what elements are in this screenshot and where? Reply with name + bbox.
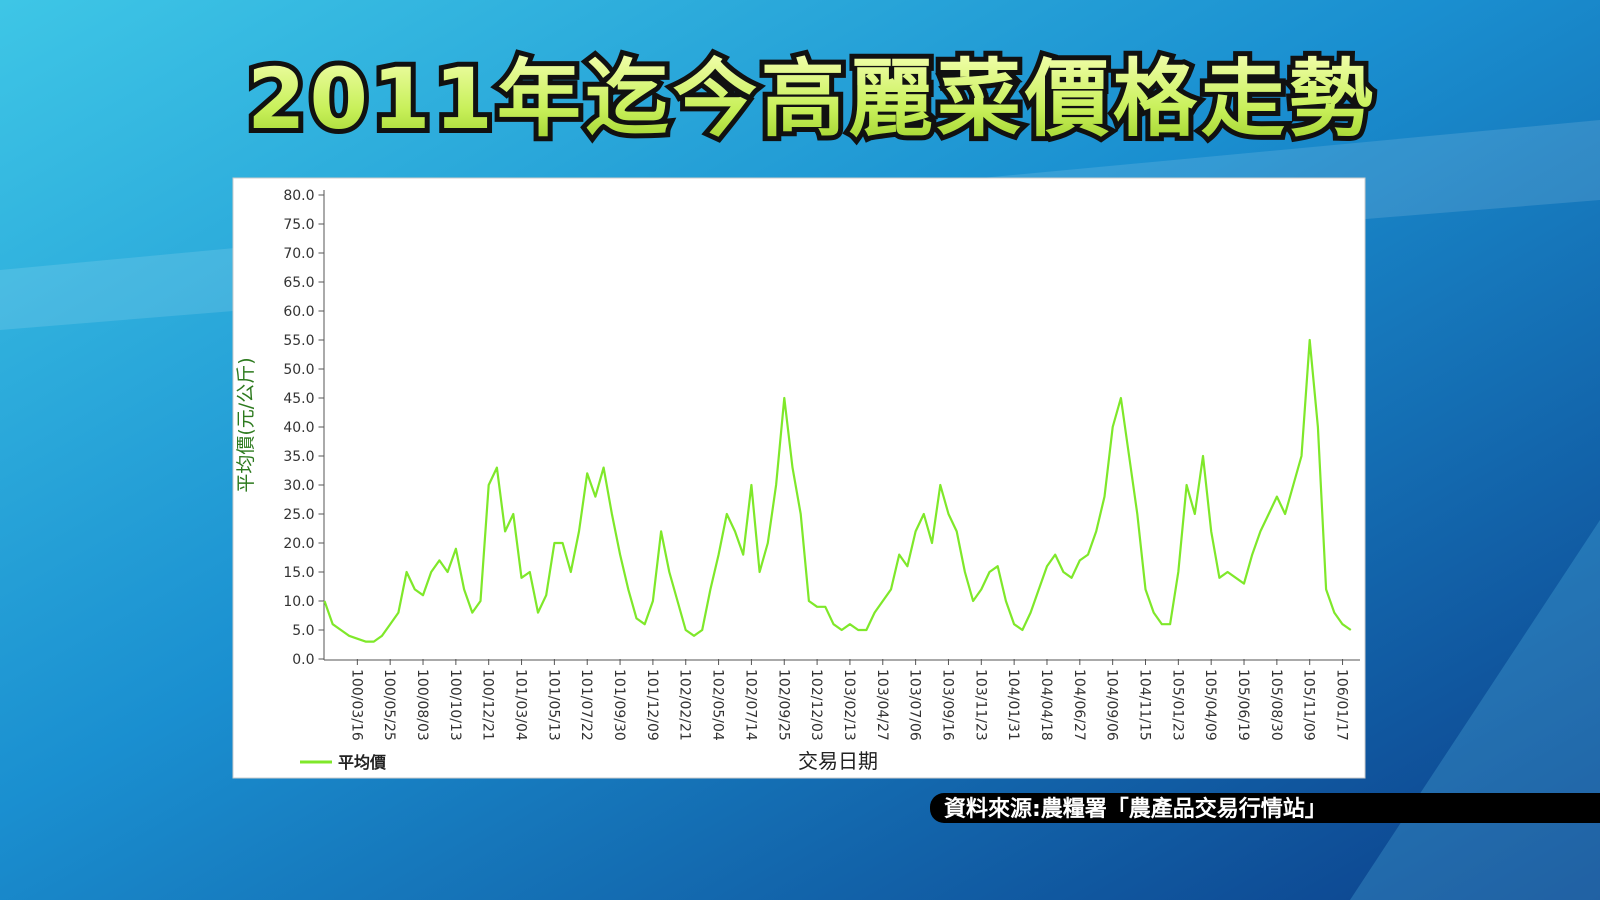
x-tick-label: 101/03/04 (513, 669, 529, 741)
y-tick-label: 10.0 (283, 594, 314, 610)
source: 資料來源:農糧署「農產品交易行情站」 (944, 796, 1327, 822)
x-tick-label: 100/03/16 (348, 669, 364, 741)
y-tick-label: 25.0 (283, 507, 314, 523)
chart-panel (232, 177, 1366, 779)
x-tick-label: 103/02/13 (841, 669, 857, 741)
y-tick-label: 55.0 (283, 333, 314, 349)
legend-label: 平均價 (338, 753, 387, 772)
x-tick-label: 104/06/27 (1071, 669, 1087, 741)
x-tick-label: 105/04/09 (1202, 669, 1218, 741)
x-tick-label: 104/09/06 (1104, 669, 1120, 741)
x-tick-label: 105/08/30 (1268, 669, 1284, 741)
x-tick-label: 100/10/13 (447, 669, 463, 741)
x-tick-label: 104/01/31 (1005, 669, 1021, 741)
x-tick-label: 101/09/30 (611, 669, 627, 741)
x-tick-label: 104/11/15 (1137, 669, 1153, 741)
x-tick-label: 105/06/19 (1235, 669, 1251, 741)
x-axis-title: 交易日期 (798, 749, 878, 773)
y-tick-label: 65.0 (283, 275, 314, 291)
x-tick-label: 103/07/06 (907, 669, 923, 741)
y-tick-label: 20.0 (283, 536, 314, 552)
y-tick-label: 80.0 (283, 188, 314, 204)
x-tick-label: 103/09/16 (939, 669, 955, 741)
x-tick-label: 102/09/25 (775, 669, 791, 741)
x-tick-label: 103/11/23 (972, 669, 988, 741)
series-line (323, 338, 1352, 643)
title: 2011年迄今高麗菜價格走勢 (247, 50, 1377, 148)
y-tick-label: 50.0 (283, 362, 314, 378)
y-tick-label: 75.0 (283, 217, 314, 233)
x-tick-label: 105/11/09 (1301, 669, 1317, 741)
x-tick-label: 100/05/25 (381, 669, 397, 741)
x-tick-label: 101/07/22 (578, 669, 594, 741)
y-tick-label: 45.0 (283, 391, 314, 407)
x-tick-label: 104/04/18 (1038, 669, 1054, 741)
y-tick-label: 60.0 (283, 304, 314, 320)
x-tick-label: 102/05/04 (710, 669, 726, 741)
x-tick-label: 105/01/23 (1169, 669, 1185, 741)
y-tick-label: 40.0 (283, 420, 314, 436)
x-tick-label: 101/12/09 (644, 669, 660, 741)
y-tick-label: 70.0 (283, 246, 314, 262)
y-tick-label: 15.0 (283, 565, 314, 581)
y-tick-label: 5.0 (292, 623, 314, 639)
x-tick-label: 101/05/13 (545, 669, 561, 741)
y-tick-label: 35.0 (283, 449, 314, 465)
x-tick-label: 102/02/21 (677, 669, 693, 741)
y-tick-label: 30.0 (283, 478, 314, 494)
x-tick-label: 100/08/03 (414, 669, 430, 741)
x-tick-label: 102/12/03 (808, 669, 824, 741)
x-tick-label: 102/07/14 (742, 669, 758, 741)
x-tick-label: 100/12/21 (480, 669, 496, 741)
y-tick-label: 0.0 (292, 652, 314, 668)
source-bar (930, 793, 1600, 823)
x-tick-label: 103/04/27 (874, 669, 890, 741)
x-tick-label: 106/01/17 (1334, 669, 1350, 741)
y-axis-title: 平均價(元/公斤) (235, 357, 257, 492)
